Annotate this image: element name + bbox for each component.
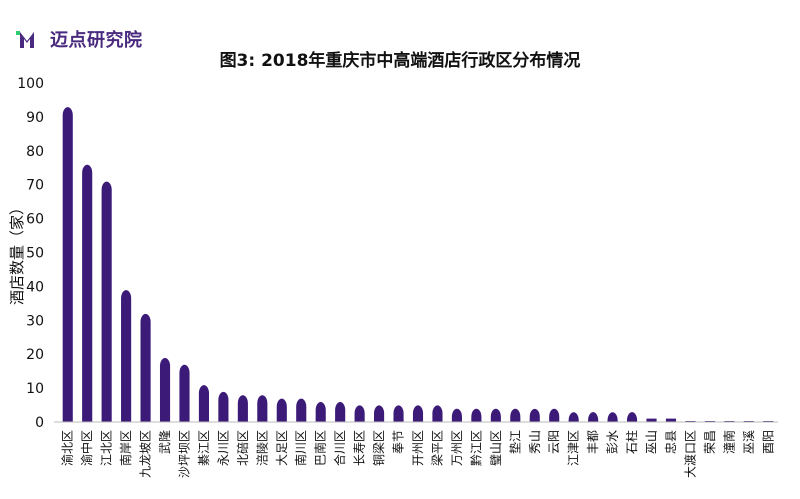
bar bbox=[665, 418, 677, 422]
x-tick-label: 江津区 bbox=[567, 430, 581, 466]
y-tick-label: 40 bbox=[26, 279, 44, 295]
x-tick-label: 永川区 bbox=[216, 430, 230, 466]
y-tick-label: 100 bbox=[17, 76, 44, 92]
x-tick-label: 酉阳 bbox=[761, 430, 775, 454]
x-tick-label: 忠县 bbox=[664, 430, 678, 454]
y-axis-label: 酒店数量（家） bbox=[8, 200, 26, 305]
x-axis-labels: 渝北区 渝中区 江北区 南岸区 九龙坡区 武隆 沙坪坝区 綦江区 永川区 北碚区 涪陵区 大足区 南川区… bbox=[60, 430, 776, 478]
x-tick-label: 长寿区 bbox=[353, 430, 367, 466]
x-tick-label: 渝中区 bbox=[79, 430, 94, 466]
y-tick-label: 70 bbox=[26, 178, 44, 194]
bar bbox=[412, 405, 424, 422]
y-tick-label: 90 bbox=[26, 110, 44, 126]
bar bbox=[82, 164, 93, 422]
y-tick-label: 30 bbox=[26, 313, 44, 329]
x-tick-label: 丰都 bbox=[586, 430, 600, 454]
logo-mark-icon bbox=[16, 31, 34, 48]
x-tick-label: 璧山区 bbox=[488, 430, 503, 466]
x-tick-label: 奉节 bbox=[392, 430, 406, 454]
bar bbox=[374, 405, 385, 422]
bar bbox=[198, 385, 210, 422]
y-tick-label: 20 bbox=[26, 347, 44, 363]
bar bbox=[276, 398, 287, 422]
x-tick-label: 巫溪 bbox=[742, 430, 756, 454]
bar bbox=[179, 364, 190, 422]
bar bbox=[315, 402, 326, 422]
y-tick-label: 0 bbox=[35, 415, 44, 431]
bar bbox=[218, 391, 229, 422]
x-tick-label: 垫江 bbox=[507, 430, 522, 454]
x-tick-label: 沙坪坝区 bbox=[177, 430, 191, 478]
bar bbox=[646, 418, 657, 422]
x-tick-label: 秀山 bbox=[528, 430, 542, 454]
x-tick-label: 武隆 bbox=[157, 430, 172, 454]
bar bbox=[121, 290, 132, 422]
x-tick-label: 万州区 bbox=[450, 430, 464, 466]
chart-title: 图3: 2018年重庆市中高端酒店行政区分布情况 bbox=[219, 51, 581, 71]
bar bbox=[510, 408, 521, 422]
x-tick-label: 大渡口区 bbox=[682, 430, 697, 478]
x-tick-label: 南岸区 bbox=[118, 430, 133, 466]
bar bbox=[588, 412, 599, 422]
bar bbox=[490, 408, 501, 422]
bar bbox=[432, 405, 443, 422]
x-tick-label: 云阳 bbox=[547, 430, 561, 454]
x-tick-label: 渝北区 bbox=[60, 430, 75, 466]
x-tick-label: 黔江区 bbox=[468, 430, 483, 466]
bar bbox=[140, 313, 151, 422]
bar bbox=[568, 412, 579, 422]
x-tick-label: 梁平区 bbox=[429, 430, 444, 466]
bar bbox=[62, 107, 73, 422]
x-tick-label: 涪陵区 bbox=[254, 430, 269, 466]
x-tick-label: 綦江区 bbox=[197, 430, 211, 466]
bar bbox=[393, 405, 404, 422]
x-tick-label: 铜梁区 bbox=[371, 430, 386, 466]
bar bbox=[159, 357, 171, 422]
bar bbox=[626, 412, 638, 422]
y-tick-label: 60 bbox=[26, 212, 44, 228]
x-tick-label: 彭水 bbox=[606, 430, 620, 454]
x-tick-label: 南川区 bbox=[293, 430, 308, 466]
bar bbox=[549, 408, 560, 422]
bar bbox=[296, 398, 307, 422]
y-tick-label: 80 bbox=[26, 144, 44, 160]
x-tick-label: 巫山 bbox=[645, 430, 659, 454]
x-tick-label: 合川区 bbox=[332, 430, 347, 466]
bar bbox=[257, 395, 268, 422]
x-tick-label: 潼南 bbox=[721, 430, 736, 454]
x-tick-label: 巴南区 bbox=[313, 430, 328, 466]
brand-logo: 迈点研究院 bbox=[14, 26, 143, 52]
bar bbox=[471, 408, 482, 422]
bars bbox=[62, 107, 774, 422]
x-tick-label: 大足区 bbox=[275, 430, 289, 466]
y-axis: 0 10 20 30 40 50 60 70 80 90 100 bbox=[17, 76, 44, 431]
x-tick-label: 石柱 bbox=[624, 430, 639, 454]
x-tick-label: 北碚区 bbox=[235, 430, 250, 466]
x-tick-label: 九龙坡区 bbox=[139, 430, 153, 478]
brand-name: 迈点研究院 bbox=[50, 30, 143, 51]
y-tick-label: 50 bbox=[26, 246, 44, 262]
bar bbox=[607, 412, 618, 422]
x-tick-label: 荣昌 bbox=[703, 430, 717, 454]
bar bbox=[529, 408, 540, 422]
x-tick-label: 开州区 bbox=[411, 430, 425, 466]
y-tick-label: 10 bbox=[26, 381, 44, 397]
bar bbox=[335, 402, 346, 422]
bar bbox=[237, 395, 248, 422]
x-tick-label: 江北区 bbox=[100, 430, 114, 466]
bar bbox=[354, 405, 365, 422]
bar bbox=[451, 408, 462, 422]
bar bbox=[101, 181, 112, 422]
